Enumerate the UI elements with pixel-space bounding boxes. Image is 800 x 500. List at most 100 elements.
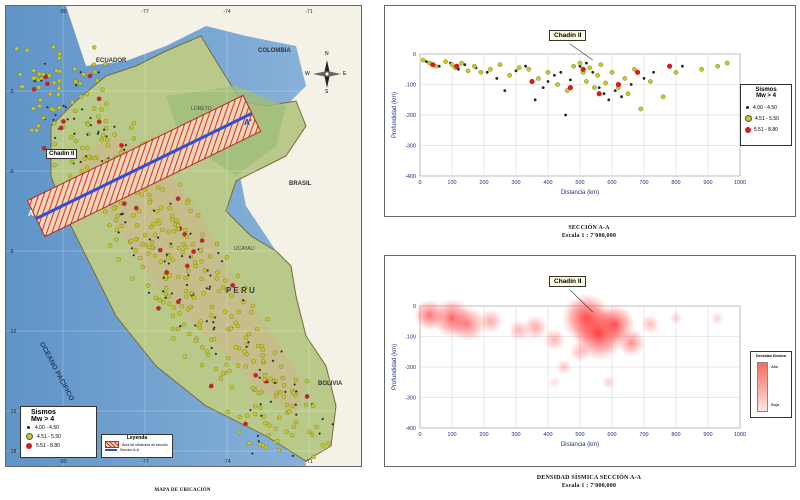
label-chadin-map: Chadin II <box>46 149 78 159</box>
earthquake-point <box>175 223 181 228</box>
earthquake-point <box>280 350 283 353</box>
earthquake-point <box>295 413 298 416</box>
section-data-point <box>449 62 455 68</box>
earthquake-point <box>245 345 248 349</box>
earthquake-point <box>295 390 298 393</box>
section-data-point <box>478 69 484 75</box>
earthquake-point <box>92 45 97 50</box>
earthquake-point <box>185 307 191 312</box>
earthquake-point <box>237 414 242 420</box>
density-blob <box>617 328 646 357</box>
earthquake-point <box>247 441 252 446</box>
earthquake-point <box>187 331 192 337</box>
earthquake-point <box>257 440 260 443</box>
earthquake-point <box>99 137 104 142</box>
section-data-point <box>578 64 582 68</box>
earthquake-point <box>111 206 116 211</box>
map-lon-ticks-top <box>5 0 360 8</box>
earthquake-point <box>124 143 128 147</box>
earthquake-point <box>46 105 49 109</box>
earthquake-point <box>70 100 75 105</box>
x-tick-label: 400 <box>543 180 552 186</box>
earthquake-point <box>287 409 292 414</box>
earthquake-point <box>185 200 190 205</box>
earthquake-point <box>164 286 169 291</box>
earthquake-point <box>104 101 109 106</box>
earthquake-point <box>148 238 151 241</box>
earthquake-point <box>206 352 211 358</box>
earthquake-point <box>62 104 65 107</box>
section-data-point <box>536 76 541 81</box>
earthquake-point <box>133 205 139 211</box>
map-legend-subtitle: Mw > 4 <box>31 416 55 423</box>
section-data-point <box>602 92 606 96</box>
earthquake-point <box>228 326 234 331</box>
earthquake-point <box>92 155 97 161</box>
density-blob <box>555 358 573 376</box>
earthquake-point <box>147 200 153 205</box>
earthquake-point <box>224 287 229 293</box>
earthquake-point <box>265 317 270 322</box>
earthquake-point <box>116 257 121 262</box>
section-data-point <box>648 79 653 84</box>
earthquake-point <box>202 268 207 273</box>
earthquake-point <box>182 354 188 359</box>
earthquake-point <box>291 424 296 429</box>
earthquake-point <box>188 208 193 214</box>
lat-tick-label: -12 <box>9 329 16 335</box>
section-data-point <box>724 60 730 66</box>
section-influence-area <box>26 94 262 238</box>
earthquake-point <box>254 326 260 332</box>
earthquake-point <box>85 145 90 150</box>
earthquake-point <box>119 213 123 216</box>
earthquake-point <box>157 247 163 253</box>
x-tick-label: 1000 <box>734 180 746 186</box>
earthquake-point <box>208 287 211 291</box>
section-legend-item: 4.00 - 4.50 <box>741 102 791 113</box>
earthquake-point <box>184 234 190 240</box>
earthquake-point <box>311 454 316 459</box>
earthquake-point <box>151 221 156 226</box>
earthquake-point <box>229 293 234 298</box>
x-axis-label: Distancia (km) <box>561 442 599 448</box>
earthquake-point <box>56 92 61 97</box>
legend-dot-large-icon <box>745 126 751 133</box>
earthquake-point <box>86 154 92 159</box>
section-data-point <box>567 85 573 91</box>
earthquake-point <box>259 403 262 406</box>
earthquake-point <box>180 254 184 258</box>
earthquake-point <box>102 209 108 214</box>
earthquake-point <box>310 403 316 408</box>
lon-tick-label: -71 <box>305 9 312 15</box>
earthquake-point <box>52 141 57 147</box>
section-data-point <box>495 77 499 80</box>
earthquake-point <box>194 324 197 327</box>
earthquake-point <box>199 238 205 243</box>
section-data-point <box>564 88 570 93</box>
earthquake-point <box>258 376 261 379</box>
section-data-point <box>485 70 489 74</box>
earthquake-point <box>140 264 145 270</box>
earthquake-point <box>108 243 113 248</box>
earthquake-point <box>169 202 172 205</box>
x-tick-label: 500 <box>575 180 584 186</box>
earthquake-point <box>57 69 63 74</box>
earthquake-point <box>243 285 248 291</box>
map-legend-item: 5.51 - 8.80 <box>21 441 96 450</box>
earthquake-point <box>163 291 169 297</box>
earthquake-point <box>66 118 69 121</box>
earthquake-point <box>256 434 260 438</box>
earthquake-point <box>212 321 215 324</box>
earthquake-point <box>277 415 282 420</box>
y-tick-label: 0 <box>413 52 416 58</box>
earthquake-point <box>273 426 278 431</box>
section-data-point <box>715 63 720 69</box>
earthquake-point <box>149 224 154 230</box>
earthquake-point <box>170 257 176 262</box>
earthquake-point <box>43 74 49 80</box>
earthquake-point <box>155 209 160 214</box>
y-tick-label: -100 <box>405 335 416 341</box>
earthquake-point <box>188 256 192 259</box>
section-data-point <box>559 70 563 74</box>
earthquake-point <box>104 126 109 131</box>
